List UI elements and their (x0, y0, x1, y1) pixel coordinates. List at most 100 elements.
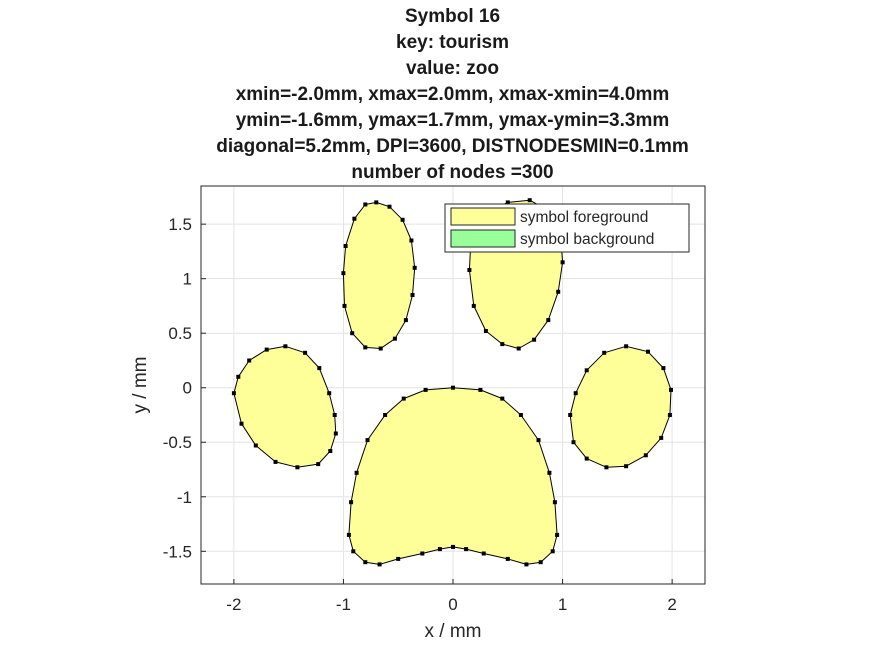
node-marker (354, 470, 359, 475)
title-line-5: ymin=-1.6mm, ymax=1.7mm, ymax-ymin=3.3mm (235, 110, 670, 131)
x-tick-label: -1 (336, 595, 351, 614)
node-marker (396, 556, 401, 561)
node-marker (624, 464, 629, 469)
y-axis-ticks: -1.5 -1 -0.5 0 0.5 1 1.5 (163, 215, 206, 561)
y-tick-label: -0.5 (163, 433, 192, 452)
node-marker (342, 303, 347, 308)
symbol-right-toe (569, 345, 672, 468)
node-marker (400, 217, 405, 222)
node-marker (669, 387, 673, 392)
title-line-4: xmin=-2.0mm, xmax=2.0mm, xmax-xmin=4.0mm (235, 84, 670, 105)
node-marker (624, 344, 629, 349)
legend-swatch-foreground (450, 207, 516, 226)
node-marker (341, 271, 346, 276)
node-marker (604, 465, 609, 470)
node-marker (273, 459, 278, 464)
node-marker (363, 345, 368, 350)
node-marker (351, 549, 356, 554)
title-line-7: number of nodes =300 (351, 162, 554, 183)
node-marker (538, 560, 543, 565)
x-tick-label: 2 (667, 595, 676, 614)
node-marker (437, 547, 442, 552)
node-marker (602, 350, 607, 355)
node-marker (365, 438, 370, 443)
node-marker (451, 544, 455, 549)
node-marker (317, 366, 322, 371)
node-marker (346, 532, 351, 537)
node-marker (295, 465, 300, 470)
node-marker (239, 421, 244, 426)
node-marker (550, 549, 555, 554)
node-marker (552, 500, 557, 505)
node-marker (646, 349, 650, 354)
node-marker (584, 456, 589, 461)
y-axis-label: y / mm (130, 357, 151, 414)
x-tick-label: -2 (226, 595, 241, 614)
node-marker (547, 470, 552, 475)
y-tick-label: 1 (183, 270, 192, 289)
node-marker (536, 438, 541, 443)
node-marker (481, 551, 486, 556)
node-marker (410, 293, 415, 297)
node-marker (516, 346, 521, 351)
node-marker (231, 391, 236, 396)
node-marker (333, 431, 338, 436)
node-marker (556, 289, 561, 294)
y-tick-label: -1 (177, 488, 192, 507)
y-tick-label: 0.5 (168, 324, 192, 343)
node-marker (464, 547, 469, 552)
node-marker (518, 413, 523, 417)
node-marker (374, 200, 379, 205)
node-marker (560, 260, 565, 265)
node-marker (478, 387, 483, 392)
node-marker (378, 346, 383, 351)
node-marker (546, 318, 551, 323)
x-tick-label: 0 (448, 595, 457, 614)
node-marker (350, 331, 355, 336)
node-marker (363, 202, 368, 207)
legend-label-foreground: symbol foreground (520, 209, 648, 226)
node-marker (659, 435, 664, 440)
node-marker (383, 413, 388, 417)
node-marker (332, 413, 337, 417)
node-marker (392, 336, 397, 341)
node-marker (343, 244, 348, 248)
node-marker (253, 443, 258, 448)
node-marker (573, 391, 578, 396)
node-marker (661, 366, 666, 371)
node-marker (500, 342, 505, 347)
node-marker (505, 556, 510, 561)
node-marker (247, 358, 252, 363)
node-marker (420, 551, 425, 556)
node-marker (236, 374, 241, 379)
chart-title: Symbol 16 key: tourism value: zoo xmin=-… (0, 4, 875, 186)
node-marker (327, 391, 332, 396)
node-marker (412, 265, 417, 270)
x-axis-label: x / mm (425, 621, 482, 642)
y-tick-label: -1.5 (163, 542, 192, 561)
node-marker (352, 216, 357, 221)
node-marker (451, 385, 455, 390)
node-marker (643, 453, 648, 458)
node-marker (423, 387, 428, 392)
node-marker (667, 413, 672, 417)
node-marker (328, 449, 333, 453)
node-marker (584, 368, 589, 373)
node-marker (377, 562, 382, 567)
node-marker (401, 396, 406, 401)
node-marker (568, 413, 573, 417)
y-tick-label: 1.5 (168, 215, 192, 234)
node-marker (467, 268, 472, 272)
x-axis-ticks: -2 -1 0 1 2 (226, 579, 677, 614)
node-marker (571, 440, 576, 445)
legend-label-background: symbol background (520, 231, 654, 248)
node-marker (403, 318, 408, 323)
node-marker (505, 200, 510, 205)
node-marker (283, 344, 288, 349)
node-marker (500, 396, 505, 401)
title-line-2: key: tourism (396, 32, 509, 53)
legend-swatch-background (450, 229, 516, 248)
title-line-6: diagonal=5.2mm, DPI=3600, DISTNODESMIN=0… (216, 136, 689, 157)
node-marker (264, 347, 269, 352)
